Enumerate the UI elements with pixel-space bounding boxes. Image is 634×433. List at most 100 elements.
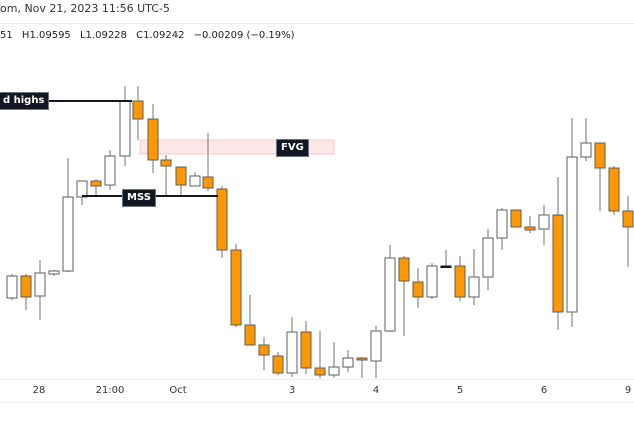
candle (496, 208, 508, 250)
ohlc-close: C1.09242 (136, 30, 185, 41)
candles (6, 86, 634, 378)
candle (356, 357, 368, 378)
time-axis-tick: 5 (456, 385, 464, 396)
ohlc-low: L1.09228 (79, 30, 127, 41)
candle-body (594, 142, 606, 169)
candle-body (147, 118, 159, 161)
candle-body (468, 276, 480, 298)
symbol-datetime-title: om, Nov 21, 2023 11:56 UTC-5 (0, 2, 170, 15)
candle (510, 209, 522, 228)
candle (34, 260, 46, 320)
candle (566, 118, 578, 327)
candle (552, 177, 564, 330)
candle-body (119, 100, 131, 157)
candle-body (384, 257, 396, 332)
candle-body (580, 142, 592, 158)
candle-body (566, 156, 578, 313)
time-axis-top-border (0, 379, 634, 380)
candle (230, 244, 242, 327)
candle (147, 104, 159, 173)
candle (314, 331, 326, 378)
candle (482, 229, 494, 290)
candle (76, 180, 88, 205)
time-axis-tick: 21:00 (95, 385, 125, 396)
candle (524, 216, 536, 233)
candle-body (510, 209, 522, 228)
time-axis-tick: Oct (169, 385, 187, 396)
candle-body (48, 270, 60, 275)
candle (622, 196, 634, 267)
candle (20, 274, 32, 310)
candle (384, 245, 396, 332)
candle (440, 250, 452, 268)
candle (90, 179, 102, 196)
candle-body (608, 167, 620, 212)
candle-body (552, 214, 564, 313)
candle-body (496, 209, 508, 239)
time-axis-tick: 4 (372, 385, 380, 396)
candle (62, 158, 74, 272)
candle (189, 172, 201, 187)
mss-label[interactable]: MSS (122, 189, 156, 207)
candle-body (230, 249, 242, 326)
candle-body (132, 100, 144, 120)
candle (426, 263, 438, 299)
header-divider (0, 23, 634, 24)
candle (412, 268, 424, 308)
candle (300, 321, 312, 374)
ohlc-open: 51 (0, 30, 13, 41)
candle (342, 350, 354, 372)
candle-body (258, 344, 270, 356)
candle (328, 342, 340, 378)
candle-body (20, 275, 32, 298)
ohlc-change: −0.00209 (−0.19%) (193, 30, 295, 41)
candle-body (524, 226, 536, 231)
candle-body (76, 180, 88, 198)
candle-body (175, 166, 187, 186)
highs-label[interactable]: d highs (0, 92, 50, 110)
candle (175, 166, 187, 196)
time-axis-bottom-border (0, 402, 634, 403)
candle-body (202, 176, 214, 189)
candle-body (160, 159, 172, 167)
time-axis-tick: 3 (288, 385, 296, 396)
candle (202, 133, 214, 191)
candle (272, 352, 284, 375)
candle-body (538, 214, 550, 230)
candle-body (216, 188, 228, 251)
candle-body (398, 257, 410, 282)
candle (104, 150, 116, 190)
candle-body (622, 210, 634, 228)
candle-body (454, 265, 466, 298)
candle-body (34, 272, 46, 297)
candle (608, 166, 620, 215)
candle-body (370, 330, 382, 362)
candle-body (189, 175, 201, 187)
candle-body (272, 355, 284, 374)
candle-body (412, 281, 424, 298)
time-axis-tick: 9 (624, 385, 632, 396)
candle-body (90, 180, 102, 187)
candle (370, 326, 382, 378)
candle-body (356, 357, 368, 361)
candle (398, 256, 410, 336)
candle-body (300, 331, 312, 369)
candle (6, 274, 18, 300)
time-axis-tick: 28 (32, 385, 46, 396)
ohlc-high: H1.09595 (21, 30, 71, 41)
candle-body (244, 324, 256, 346)
candle-body (6, 275, 18, 299)
ohlc-legend: 51 H1.09595 L1.09228 C1.09242 −0.00209 (… (0, 30, 301, 41)
fvg-label[interactable]: FVG (276, 139, 309, 157)
candle (48, 270, 60, 276)
candle (216, 186, 228, 258)
candle (468, 249, 480, 305)
candle-body (426, 265, 438, 298)
candle-body (342, 357, 354, 368)
candle (454, 256, 466, 301)
candle (244, 295, 256, 346)
candle (258, 337, 270, 370)
candle-body (482, 237, 494, 278)
candle (580, 118, 592, 161)
